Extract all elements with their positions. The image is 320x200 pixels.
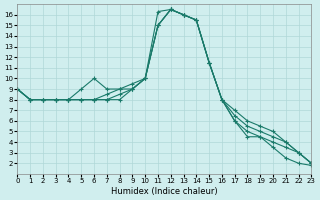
X-axis label: Humidex (Indice chaleur): Humidex (Indice chaleur) [111, 187, 218, 196]
